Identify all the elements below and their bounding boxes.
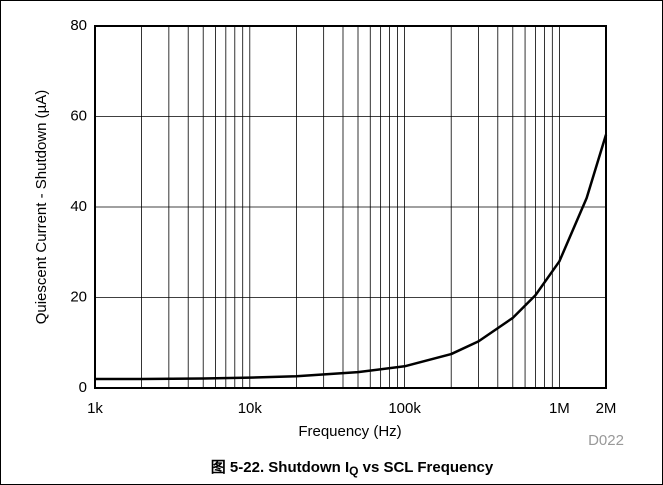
title-suffix: vs SCL Frequency — [358, 459, 493, 476]
x-axis-label: Frequency (Hz) — [298, 423, 401, 440]
y-tick-label: 80 — [70, 17, 87, 34]
plot-border — [94, 25, 607, 389]
title-main: 图 5-22. Shutdown I — [211, 459, 349, 476]
y-tick-label: 20 — [70, 288, 87, 305]
chart-title: 图 5-22. Shutdown IQ vs SCL Frequency — [211, 459, 494, 478]
x-tick-label: 1M — [549, 400, 570, 417]
y-tick-label: 40 — [70, 198, 87, 215]
y-axis-label: Quiescent Current - Shutdown (µA) — [33, 90, 50, 325]
data-line — [95, 134, 608, 381]
x-tick-label: 100k — [388, 400, 421, 417]
y-tick-label: 0 — [79, 379, 87, 396]
x-tick-label: 1k — [87, 400, 103, 417]
title-subscript: Q — [349, 464, 358, 478]
y-tick-label: 60 — [70, 107, 87, 124]
x-tick-label: 10k — [238, 400, 263, 417]
x-tick-label: 2M — [596, 400, 617, 417]
annotation: D022 — [588, 432, 624, 449]
